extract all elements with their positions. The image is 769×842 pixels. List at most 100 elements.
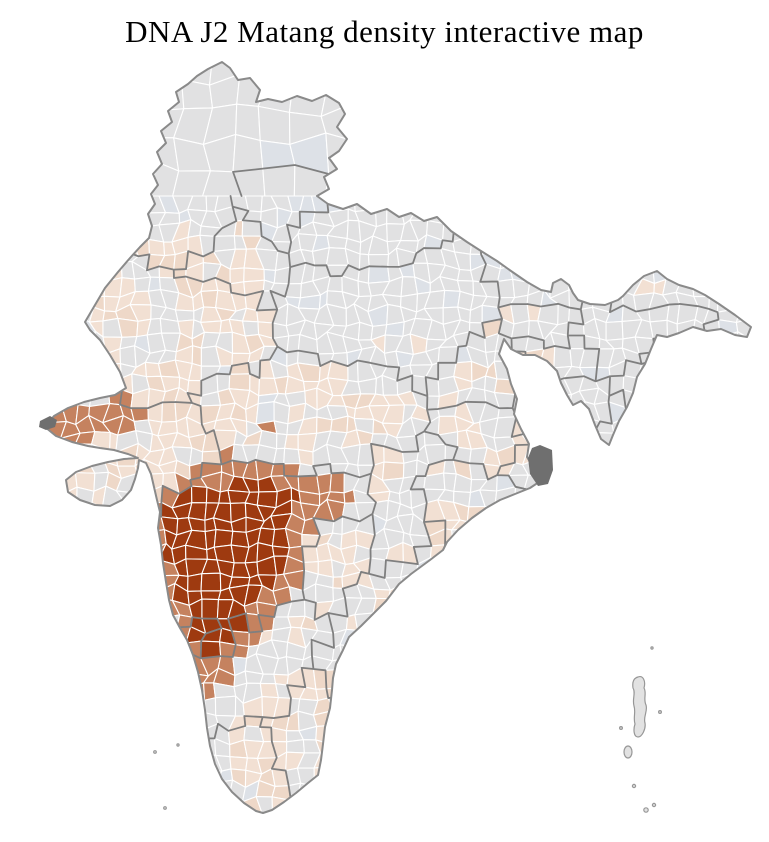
- district[interactable]: [51, 670, 69, 687]
- district[interactable]: [157, 783, 181, 798]
- district[interactable]: [425, 598, 441, 618]
- district[interactable]: [104, 697, 121, 719]
- district[interactable]: [32, 360, 52, 379]
- district[interactable]: [456, 558, 471, 579]
- district[interactable]: [61, 783, 82, 801]
- district[interactable]: [480, 752, 500, 770]
- district[interactable]: [733, 670, 752, 689]
- district[interactable]: [569, 683, 585, 700]
- district[interactable]: [583, 558, 600, 579]
- district[interactable]: [271, 812, 291, 828]
- district[interactable]: [733, 222, 753, 241]
- district[interactable]: [563, 613, 585, 629]
- district[interactable]: [171, 809, 195, 827]
- district[interactable]: [549, 528, 567, 547]
- district[interactable]: [606, 501, 622, 520]
- district[interactable]: [649, 513, 668, 531]
- district[interactable]: [647, 808, 670, 829]
- district[interactable]: [32, 474, 54, 493]
- district[interactable]: [705, 769, 725, 789]
- district[interactable]: [690, 195, 706, 214]
- district[interactable]: [380, 165, 415, 197]
- district[interactable]: [467, 754, 484, 773]
- district[interactable]: [439, 613, 460, 632]
- district[interactable]: [451, 780, 471, 797]
- district[interactable]: [675, 767, 697, 787]
- district[interactable]: [32, 462, 54, 477]
- district[interactable]: [342, 783, 357, 803]
- district[interactable]: [718, 226, 741, 241]
- district[interactable]: [605, 485, 625, 507]
- district[interactable]: [158, 682, 181, 701]
- district[interactable]: [47, 573, 65, 589]
- district[interactable]: [734, 519, 752, 535]
- district[interactable]: [750, 781, 763, 802]
- district[interactable]: [704, 361, 726, 379]
- district[interactable]: [512, 534, 529, 546]
- district[interactable]: [649, 206, 664, 229]
- district[interactable]: [437, 794, 453, 816]
- district[interactable]: [424, 195, 446, 215]
- district[interactable]: [508, 209, 529, 228]
- district[interactable]: [414, 695, 432, 714]
- district[interactable]: [348, 138, 386, 172]
- district[interactable]: [350, 73, 379, 106]
- district[interactable]: [48, 223, 65, 238]
- district[interactable]: [427, 772, 441, 784]
- district[interactable]: [116, 209, 139, 228]
- district[interactable]: [749, 670, 763, 691]
- district[interactable]: [452, 656, 473, 669]
- district[interactable]: [552, 766, 573, 787]
- district[interactable]: [666, 555, 684, 578]
- district[interactable]: [87, 220, 108, 239]
- district[interactable]: [382, 625, 405, 649]
- district[interactable]: [200, 572, 222, 592]
- district[interactable]: [553, 627, 569, 649]
- district[interactable]: [623, 613, 643, 635]
- district[interactable]: [76, 263, 91, 281]
- district[interactable]: [382, 798, 404, 814]
- district[interactable]: [124, 131, 157, 172]
- district[interactable]: [439, 628, 460, 645]
- district[interactable]: [35, 807, 48, 829]
- district[interactable]: [634, 653, 656, 677]
- district[interactable]: [733, 205, 753, 229]
- district[interactable]: [735, 797, 754, 810]
- district[interactable]: [536, 810, 558, 830]
- district[interactable]: [732, 807, 753, 829]
- district[interactable]: [257, 105, 291, 145]
- district[interactable]: [511, 709, 531, 733]
- district[interactable]: [624, 459, 639, 481]
- district[interactable]: [582, 450, 598, 466]
- district[interactable]: [76, 206, 90, 228]
- district[interactable]: [753, 631, 769, 643]
- district[interactable]: [324, 668, 348, 690]
- district[interactable]: [374, 47, 415, 87]
- district[interactable]: [386, 195, 402, 208]
- district[interactable]: [145, 45, 183, 86]
- district[interactable]: [92, 797, 111, 816]
- district[interactable]: [528, 584, 545, 605]
- district[interactable]: [681, 528, 698, 545]
- district[interactable]: [229, 756, 248, 771]
- district[interactable]: [104, 779, 119, 799]
- district[interactable]: [163, 642, 181, 662]
- district[interactable]: [621, 205, 642, 228]
- district[interactable]: [437, 766, 457, 783]
- district[interactable]: [354, 809, 374, 828]
- district[interactable]: [717, 576, 740, 587]
- district[interactable]: [452, 542, 471, 564]
- district[interactable]: [549, 642, 569, 658]
- district[interactable]: [91, 373, 110, 392]
- district[interactable]: [129, 615, 152, 634]
- district[interactable]: [35, 195, 54, 211]
- district[interactable]: [507, 584, 530, 605]
- district[interactable]: [75, 361, 93, 377]
- district[interactable]: [737, 742, 753, 755]
- district[interactable]: [409, 598, 430, 619]
- district[interactable]: [61, 797, 82, 813]
- district[interactable]: [123, 500, 139, 522]
- district[interactable]: [748, 639, 768, 661]
- district[interactable]: [47, 681, 68, 705]
- district[interactable]: [59, 559, 82, 576]
